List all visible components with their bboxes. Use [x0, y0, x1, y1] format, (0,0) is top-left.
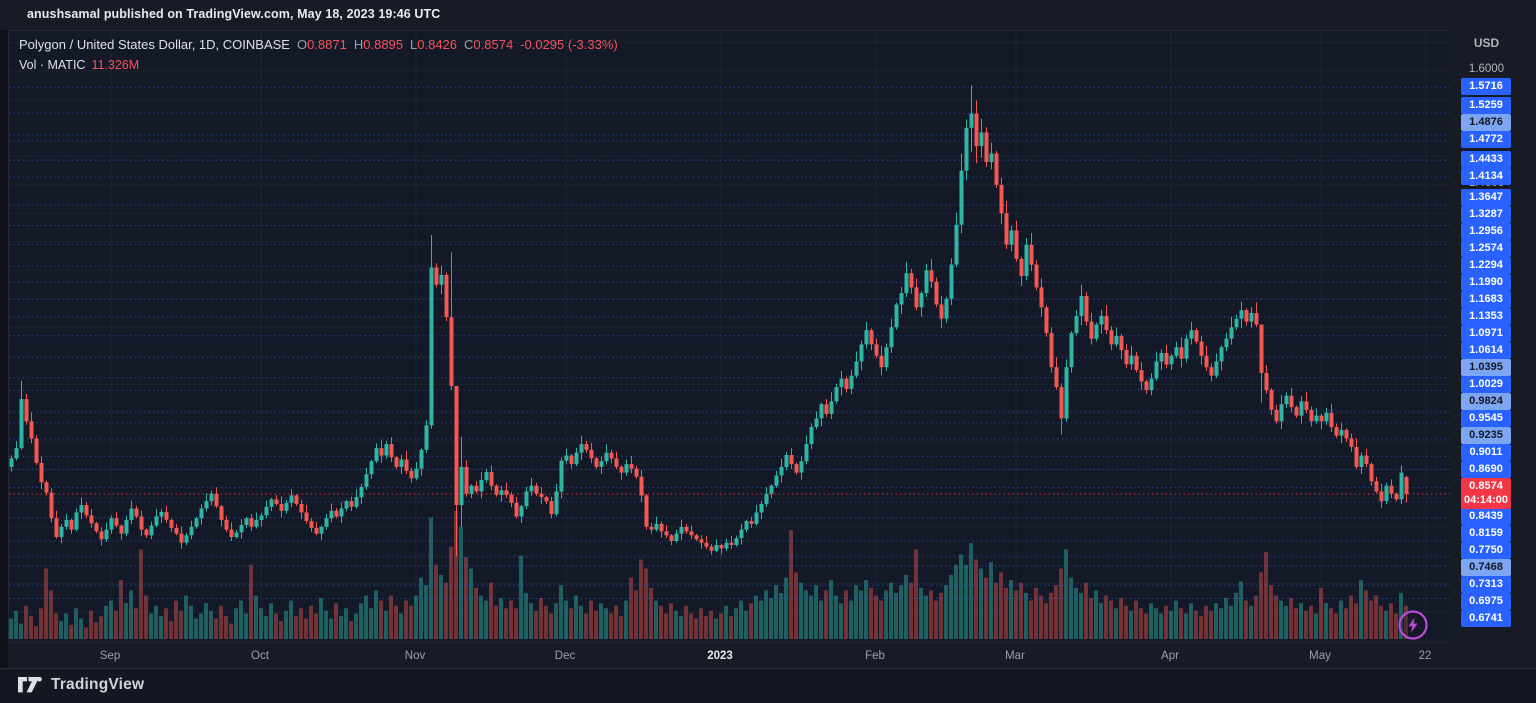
- price-alert-label[interactable]: 1.5259: [1461, 97, 1511, 115]
- price-alert-label[interactable]: 0.9824: [1461, 393, 1511, 410]
- price-alert-label[interactable]: 0.7313: [1461, 576, 1511, 593]
- price-alert-label[interactable]: 1.5716: [1461, 77, 1511, 95]
- price-alert-label[interactable]: 0.9235: [1461, 427, 1511, 444]
- price-alert-label[interactable]: 0.8690: [1461, 461, 1511, 478]
- chart-legend: Polygon / United States Dollar, 1D, COIN…: [19, 37, 618, 77]
- price-alert-label[interactable]: 1.4772: [1461, 131, 1511, 149]
- price-alert-label[interactable]: 1.1990: [1461, 274, 1511, 291]
- price-alert-label[interactable]: 0.8159: [1461, 525, 1511, 542]
- price-alert-label[interactable]: 1.1683: [1461, 291, 1511, 308]
- legend-volume-row: Vol · MATIC 11.326M: [19, 57, 618, 72]
- price-alert-label[interactable]: 0.9011: [1461, 444, 1511, 461]
- volume-series: [9, 511, 1408, 639]
- price-alert-label[interactable]: 0.9545: [1461, 410, 1511, 427]
- time-axis-label-2023: 2023: [707, 650, 733, 662]
- candlestick-chart: [9, 31, 1451, 643]
- price-alert-label[interactable]: 1.0614: [1461, 342, 1511, 359]
- ohlc-value-O: 0.8871: [307, 37, 347, 52]
- price-alert-label[interactable]: 1.0395: [1461, 359, 1511, 376]
- legend-symbol-row: Polygon / United States Dollar, 1D, COIN…: [19, 37, 618, 52]
- footer-bar: TradingView: [0, 668, 1536, 703]
- price-alert-label[interactable]: 1.3287: [1461, 206, 1511, 223]
- last-price-label[interactable]: 0.8574 04:14:00: [1461, 478, 1511, 509]
- ohlc-key-H: H: [353, 37, 364, 52]
- ohlc-value-H: 0.8895: [363, 37, 404, 52]
- price-tick-label: 1.6000: [1468, 62, 1505, 75]
- symbol-title: Polygon / United States Dollar, 1D, COIN…: [19, 37, 290, 52]
- published-bar: anushsamal published on TradingView.com,…: [0, 0, 1536, 30]
- price-alert-label[interactable]: 1.4433: [1461, 150, 1511, 168]
- price-alert-label[interactable]: 0.6741: [1461, 610, 1511, 627]
- bar-countdown: 04:14:00: [1463, 494, 1509, 506]
- price-alert-label[interactable]: 1.1353: [1461, 308, 1511, 325]
- price-axis[interactable]: USD 1.60001.40000.86900.90110.92350.9545…: [1450, 30, 1536, 668]
- tradingview-wordmark: TradingView: [51, 676, 145, 693]
- ohlc-key-O: O: [296, 37, 308, 52]
- time-axis-label-22: 22: [1418, 650, 1432, 662]
- volume-value: 11.326M: [91, 58, 140, 72]
- price-alert-label[interactable]: 1.4134: [1461, 167, 1511, 185]
- tradingview-logo-icon: [18, 676, 42, 693]
- price-alert-label[interactable]: 0.7750: [1461, 542, 1511, 559]
- last-price-value: 0.8574: [1469, 480, 1503, 492]
- price-alert-label[interactable]: 0.7468: [1461, 559, 1511, 576]
- time-axis[interactable]: Sep Oct Nov Dec 2023 Feb Mar Apr May 22: [8, 642, 1450, 669]
- time-axis-label-may: May: [1309, 650, 1331, 662]
- time-axis-label-apr: Apr: [1161, 650, 1179, 662]
- change-value: -0.0295 (-3.33%): [520, 37, 618, 52]
- time-axis-label-sep: Sep: [99, 650, 121, 662]
- time-axis-label-feb: Feb: [865, 650, 885, 662]
- ohlc-key-L: L: [410, 37, 418, 52]
- ohlc-value-C: 0.8574: [473, 37, 514, 52]
- chart-plot-area[interactable]: Polygon / United States Dollar, 1D, COIN…: [8, 30, 1452, 644]
- alert-lines: [9, 86, 1451, 599]
- time-axis-label-dec: Dec: [554, 650, 576, 662]
- grid-lines: [9, 31, 1451, 643]
- time-axis-label-mar: Mar: [1005, 650, 1025, 662]
- price-alert-label[interactable]: 1.0971: [1461, 325, 1511, 342]
- price-alert-label[interactable]: 1.2574: [1461, 240, 1511, 257]
- candlestick-series: [9, 85, 1409, 557]
- ohlc-values: O0.8871 H0.8895 L0.8426 C0.8574: [290, 37, 513, 52]
- price-alert-label[interactable]: 1.2294: [1461, 257, 1511, 274]
- ohlc-value-L: 0.8426: [417, 37, 458, 52]
- time-axis-label-nov: Nov: [404, 650, 426, 662]
- lightning-icon: [1398, 610, 1428, 640]
- volume-label: Vol · MATIC: [19, 58, 86, 72]
- price-alert-label[interactable]: 1.3647: [1461, 189, 1511, 206]
- price-alert-label[interactable]: 1.4876: [1461, 114, 1511, 132]
- price-alert-label[interactable]: 0.6975: [1461, 593, 1511, 610]
- time-axis-label-oct: Oct: [251, 650, 269, 662]
- lightning-boost-button[interactable]: [1397, 609, 1429, 641]
- ohlc-key-C: C: [464, 37, 474, 52]
- price-alert-label[interactable]: 0.8439: [1461, 508, 1511, 525]
- tradingview-logo-link[interactable]: TradingView: [18, 676, 144, 694]
- price-alert-label[interactable]: 1.2956: [1461, 223, 1511, 240]
- currency-label: USD: [1473, 36, 1500, 50]
- price-alert-label[interactable]: 1.0029: [1461, 376, 1511, 393]
- published-text: anushsamal published on TradingView.com,…: [27, 7, 441, 21]
